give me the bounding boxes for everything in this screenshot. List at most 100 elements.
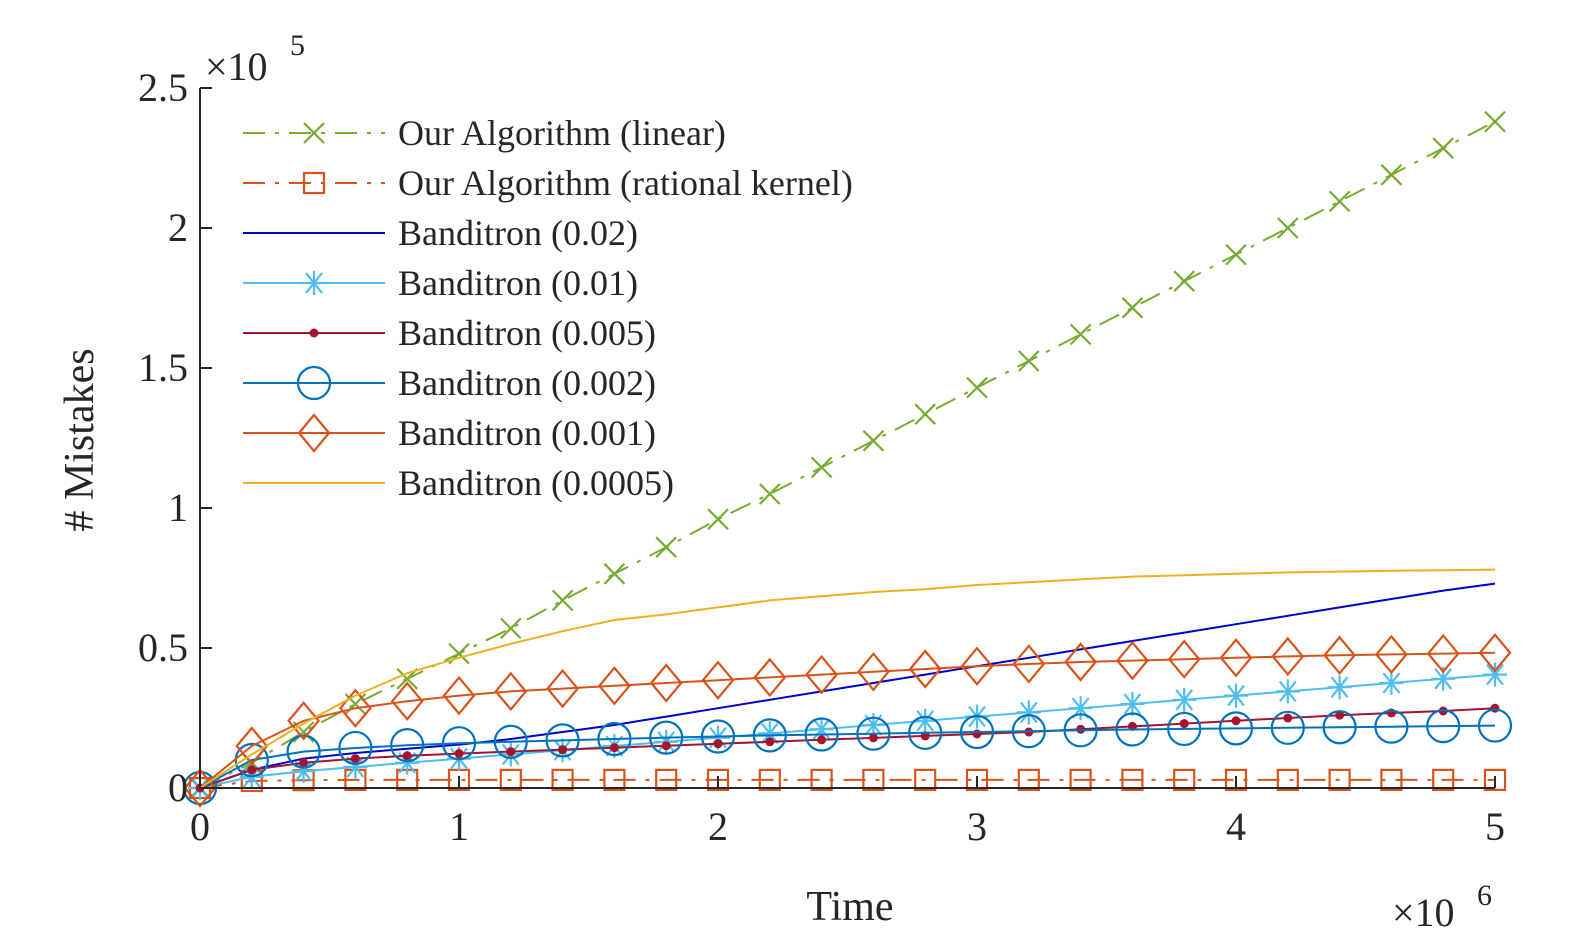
legend-marker bbox=[297, 413, 331, 453]
legend-marker bbox=[303, 122, 325, 144]
data-point bbox=[441, 726, 477, 761]
data-point bbox=[861, 713, 886, 737]
y-tick-label: 0.5 bbox=[138, 625, 188, 670]
legend-marker bbox=[309, 328, 319, 338]
data-point bbox=[913, 708, 938, 733]
data-point bbox=[753, 657, 787, 698]
data-point bbox=[804, 717, 839, 752]
series-6 bbox=[183, 633, 1512, 808]
data-point bbox=[1380, 768, 1403, 791]
data-point bbox=[1167, 639, 1201, 679]
legend-item: Banditron (0.001) bbox=[243, 413, 656, 453]
x-axis-label: Time bbox=[806, 884, 893, 930]
legend-item: Our Algorithm (linear) bbox=[243, 113, 726, 153]
data-point bbox=[338, 730, 373, 766]
series-0 bbox=[189, 110, 1506, 799]
data-point bbox=[1069, 323, 1092, 346]
legend: Our Algorithm (linear) Our Algorithm (rat… bbox=[243, 113, 853, 503]
data-point bbox=[1374, 709, 1409, 744]
series-1 bbox=[188, 768, 1507, 800]
y-tick-label: 2 bbox=[168, 205, 188, 250]
data-point bbox=[1218, 711, 1254, 746]
y-tick-label: 0 bbox=[168, 765, 188, 810]
data-point bbox=[1322, 710, 1357, 745]
data-point bbox=[1121, 768, 1144, 791]
legend-label: Banditron (0.0005) bbox=[398, 463, 674, 503]
data-point bbox=[1432, 768, 1455, 791]
data-point bbox=[1271, 636, 1305, 677]
data-point bbox=[1432, 137, 1454, 159]
data-point bbox=[603, 768, 626, 791]
data-point bbox=[558, 745, 568, 755]
legend-item: Banditron (0.005) bbox=[243, 313, 656, 353]
x-tick-label: 0 bbox=[190, 804, 210, 849]
legend-label: Our Algorithm (rational kernel) bbox=[398, 163, 853, 203]
data-point bbox=[299, 758, 309, 768]
data-point bbox=[1224, 768, 1248, 791]
svg-text:×10: ×10 bbox=[1392, 890, 1455, 932]
data-point bbox=[862, 430, 885, 452]
data-point bbox=[442, 675, 476, 716]
data-point bbox=[1380, 164, 1403, 186]
legend-label: Banditron (0.02) bbox=[398, 213, 638, 253]
data-point bbox=[661, 741, 671, 751]
data-point bbox=[1270, 710, 1305, 745]
legend-marker bbox=[296, 365, 332, 401]
series-2 bbox=[199, 582, 1496, 789]
data-point bbox=[291, 759, 316, 784]
data-point bbox=[247, 765, 257, 775]
data-point bbox=[856, 716, 891, 751]
data-point bbox=[1017, 768, 1040, 791]
axes-layer: 0 1 2 3 4 5 0 0.5 1 1.5 2 2.5 bbox=[138, 65, 1505, 849]
data-point bbox=[1068, 696, 1093, 721]
data-point bbox=[707, 508, 729, 530]
data-point bbox=[1012, 644, 1046, 684]
data-point bbox=[759, 483, 781, 505]
data-point bbox=[235, 726, 269, 766]
data-point bbox=[1224, 683, 1248, 708]
data-point bbox=[966, 376, 988, 399]
legend-marker bbox=[302, 271, 326, 295]
data-point bbox=[546, 668, 580, 709]
legend-item: Banditron (0.002) bbox=[243, 363, 656, 403]
series-4 bbox=[195, 703, 1500, 793]
x-tick-label: 1 bbox=[449, 804, 469, 849]
svg-text:×10: ×10 bbox=[205, 44, 268, 89]
data-point bbox=[395, 750, 420, 775]
data-point bbox=[1276, 768, 1299, 791]
data-point bbox=[1069, 768, 1092, 791]
legend-label: Our Algorithm (linear) bbox=[398, 113, 726, 153]
series-7 bbox=[199, 568, 1496, 789]
series-line bbox=[199, 582, 1496, 789]
data-point bbox=[545, 723, 580, 758]
x-tick-label: 4 bbox=[1226, 804, 1246, 849]
x-tick-label: 3 bbox=[967, 804, 987, 849]
data-point bbox=[701, 660, 735, 700]
data-point bbox=[1179, 719, 1189, 729]
data-point bbox=[809, 717, 834, 742]
legend-item: Banditron (0.02) bbox=[243, 213, 638, 253]
data-point bbox=[914, 768, 937, 791]
data-point bbox=[649, 720, 684, 755]
series-line bbox=[199, 707, 1496, 789]
y-axis-label: # Mistakes bbox=[57, 348, 103, 531]
data-point bbox=[1172, 687, 1197, 712]
x-axis-multiplier-exponent: 6 bbox=[1477, 879, 1492, 912]
data-point bbox=[972, 729, 982, 739]
series-line bbox=[199, 724, 1496, 789]
y-tick-label: 1 bbox=[168, 485, 188, 530]
data-point bbox=[1277, 217, 1299, 239]
data-point bbox=[506, 747, 516, 757]
series-line bbox=[199, 120, 1496, 789]
data-point bbox=[1011, 714, 1046, 749]
data-point bbox=[1167, 711, 1202, 747]
data-point bbox=[1173, 270, 1195, 292]
data-point bbox=[1115, 712, 1150, 747]
data-point bbox=[1328, 190, 1351, 213]
data-point bbox=[390, 681, 424, 721]
data-point bbox=[1018, 350, 1040, 372]
data-point bbox=[1016, 700, 1041, 725]
data-point bbox=[810, 768, 833, 791]
data-point bbox=[856, 652, 890, 692]
